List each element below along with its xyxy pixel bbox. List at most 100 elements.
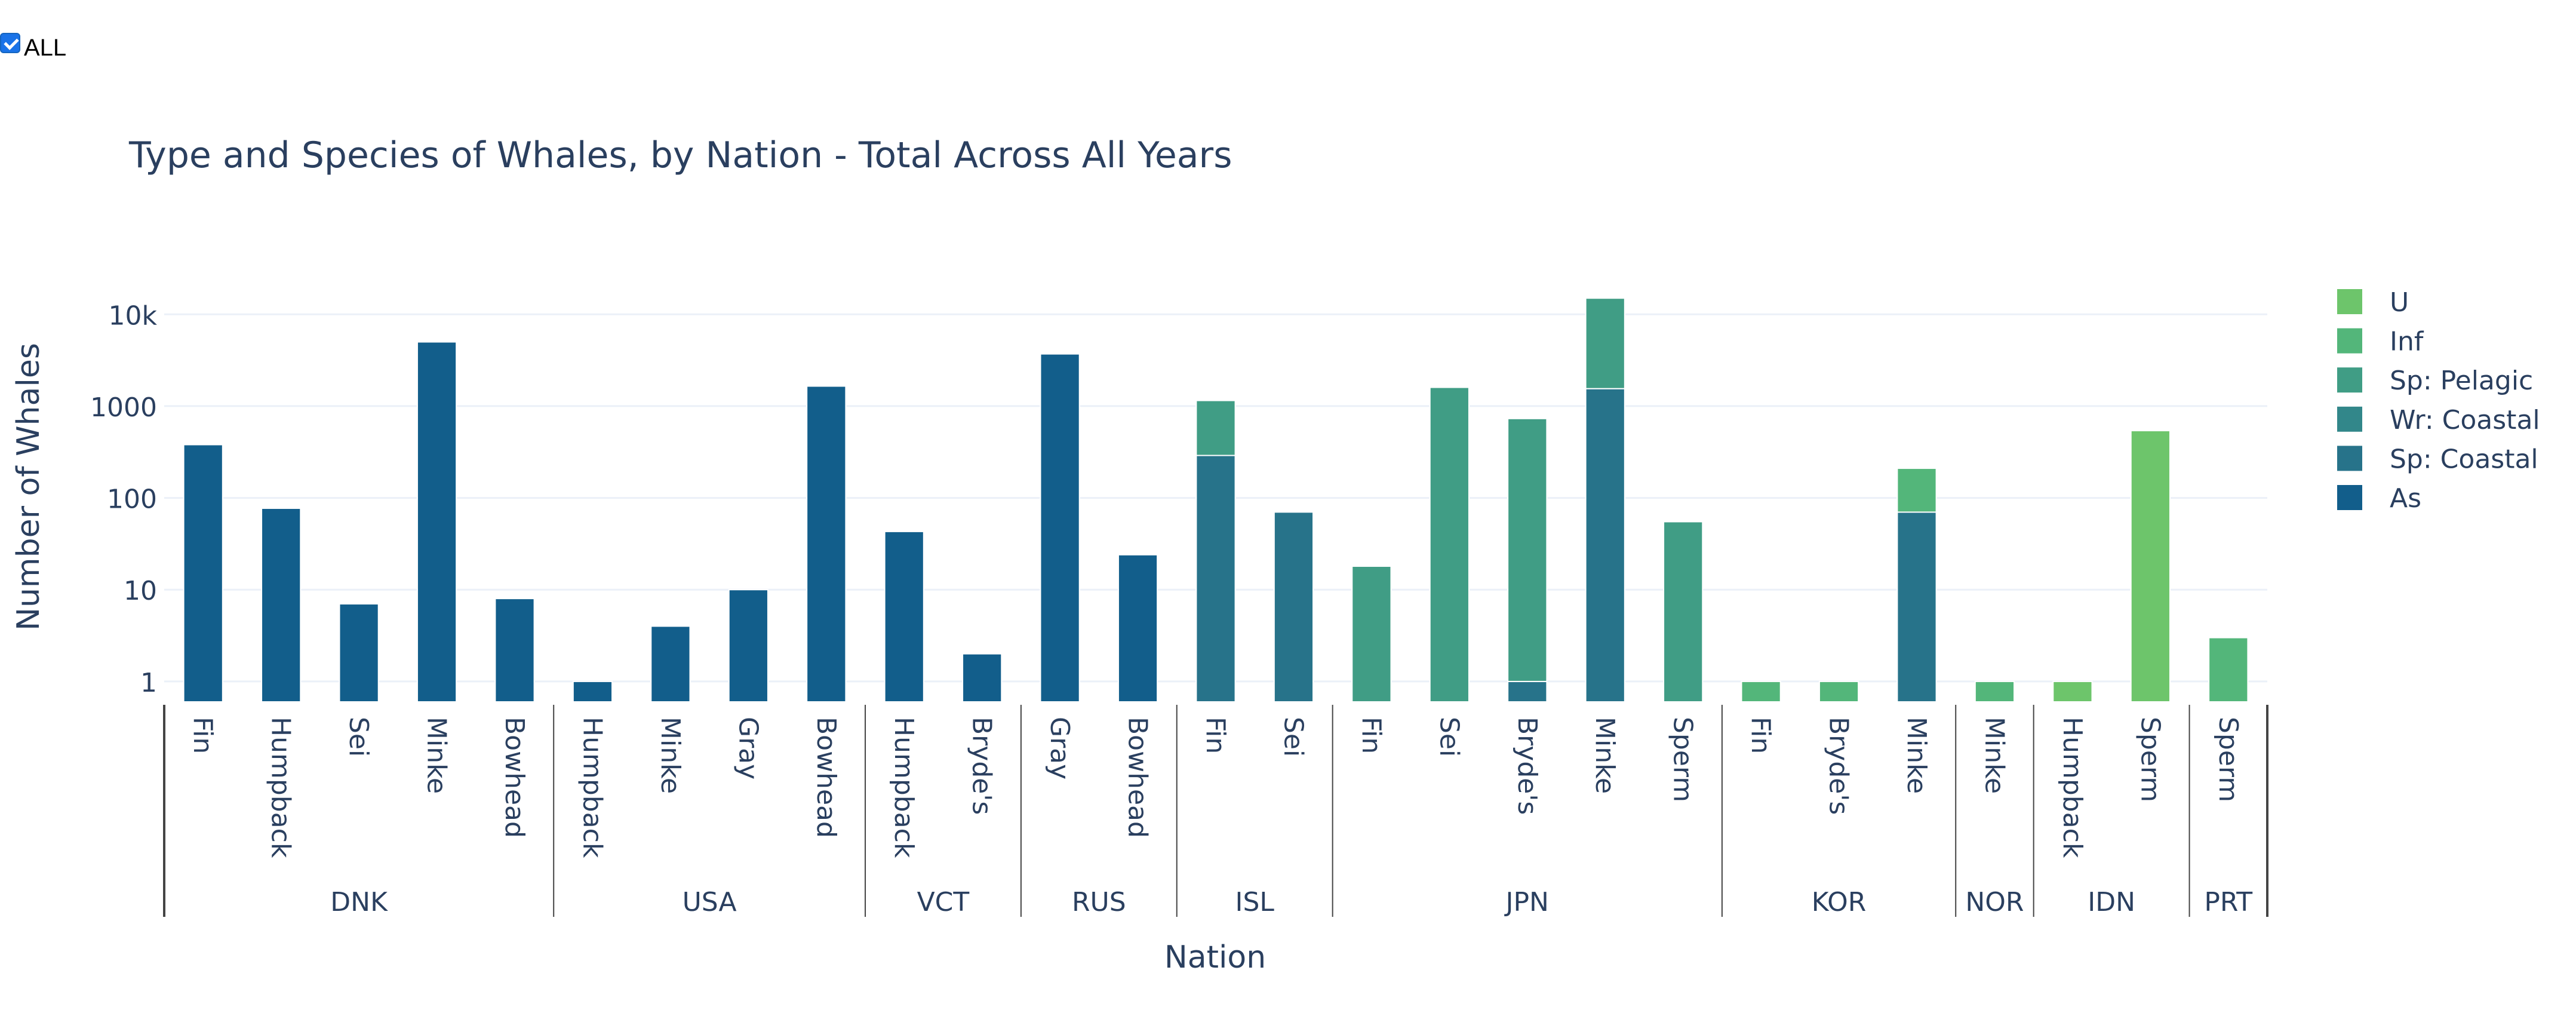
- y-axis: 1 10 100 1000 10k: [90, 300, 158, 698]
- y-tick-label: 100: [107, 484, 157, 515]
- bar-nor-inf: [1974, 680, 2015, 703]
- group-label-prt: PRT: [2204, 887, 2252, 917]
- x-tick-label: Gray: [1044, 717, 1075, 779]
- x-tick-label: Fin: [1200, 717, 1231, 754]
- y-tick-label: 1000: [90, 392, 157, 423]
- legend-label: U: [2390, 287, 2409, 318]
- x-tick-label: Bowhead: [811, 717, 841, 838]
- bar-kor-sp-coastal: [1896, 511, 1937, 702]
- y-axis-title: Number of Whales: [11, 343, 47, 631]
- legend-swatch: [2337, 446, 2362, 471]
- x-tick-label: Minke: [1590, 717, 1620, 794]
- bar-kor-inf: [1818, 680, 1859, 703]
- x-tick-label: Gray: [733, 717, 763, 779]
- group-label-nor: NOR: [1965, 887, 2024, 917]
- bar-isl-sp-coastal: [1273, 511, 1314, 702]
- group-label-idn: IDN: [2088, 887, 2135, 917]
- bar-idn-u: [2052, 680, 2093, 703]
- bar-dnk-as: [416, 341, 457, 702]
- bar-isl-sp-coastal: [1195, 455, 1236, 703]
- y-tick-label: 1: [140, 668, 157, 698]
- group-label-rus: RUS: [1072, 887, 1126, 917]
- x-tick-label: Bowhead: [499, 717, 530, 838]
- x-tick-label: Sei: [1278, 717, 1308, 757]
- legend-item-sp-coastal[interactable]: Sp: Coastal: [2337, 444, 2538, 474]
- legend-swatch: [2337, 367, 2362, 393]
- legend-label: Sp: Pelagic: [2390, 366, 2533, 396]
- all-checkbox[interactable]: [0, 32, 20, 53]
- legend-label: Sp: Coastal: [2390, 444, 2538, 474]
- bar-jpn-sp-pelagic: [1507, 418, 1548, 682]
- group-label-jpn: JPN: [1504, 887, 1549, 917]
- legend-swatch: [2337, 485, 2362, 510]
- all-toggle[interactable]: ALL: [0, 24, 66, 62]
- legend-item-as[interactable]: As: [2337, 483, 2421, 514]
- x-tick-label: Fin: [1356, 717, 1387, 754]
- x-tick-label: Minke: [1979, 717, 2009, 794]
- x-tick-label: Humpback: [577, 717, 607, 858]
- chart-title: Type and Species of Whales, by Nation - …: [128, 134, 1232, 176]
- bar-kor-inf: [1741, 680, 1781, 703]
- group-label-usa: USA: [683, 887, 737, 917]
- legend-item-u[interactable]: U: [2337, 287, 2409, 318]
- legend-swatch: [2337, 406, 2362, 432]
- bar-usa-as: [728, 589, 769, 703]
- legend-item-wr-coastal[interactable]: Wr: Coastal: [2337, 405, 2540, 435]
- legend-swatch: [2337, 328, 2362, 354]
- group-label-kor: KOR: [1812, 887, 1867, 917]
- x-tick-label: Sei: [1434, 717, 1464, 757]
- y-tick-label: 10: [124, 576, 157, 606]
- x-tick-label: Sperm: [2135, 717, 2165, 802]
- x-tick-label: Humpback: [889, 717, 919, 858]
- bar-jpn-sp-pelagic: [1351, 566, 1392, 702]
- group-label-dnk: DNK: [330, 887, 388, 917]
- group-label-vct: VCT: [917, 887, 970, 917]
- x-tick-label: Sei: [343, 717, 374, 757]
- bar-jpn-sp-pelagic: [1663, 521, 1704, 703]
- x-tick-label: Sperm: [2213, 717, 2243, 802]
- legend-label: Wr: Coastal: [2390, 405, 2540, 435]
- y-tick-label: 10k: [109, 300, 158, 331]
- bar-dnk-as: [183, 444, 223, 703]
- x-tick-label: Bowhead: [1123, 717, 1153, 838]
- bar-dnk-as: [261, 508, 302, 702]
- x-tick-label: Fin: [187, 717, 218, 754]
- x-tick-label: Bryde's: [1824, 717, 1854, 815]
- x-tick-label: Minke: [655, 717, 686, 794]
- bar-vct-as: [884, 530, 924, 702]
- bar-jpn-sp-coastal: [1507, 680, 1548, 703]
- x-axis: Fin Humpback Sei Minke Bowhead Humpback Minke G…: [163, 705, 2268, 917]
- bars: [183, 297, 2249, 703]
- bar-jpn-sp-coastal: [1585, 388, 1625, 702]
- bar-kor-inf: [1896, 468, 1937, 513]
- bar-rus-as: [1040, 353, 1080, 702]
- x-tick-label: Minke: [422, 717, 452, 794]
- all-checkbox-label: ALL: [24, 35, 67, 61]
- bar-idn-u: [2130, 430, 2171, 702]
- x-tick-label: Sperm: [1668, 717, 1698, 802]
- bar-prt-inf: [2208, 637, 2249, 702]
- group-label-isl: ISL: [1235, 887, 1275, 917]
- legend-item-inf[interactable]: Inf: [2337, 327, 2424, 357]
- x-tick-label: Minke: [1901, 717, 1932, 794]
- x-tick-label: Bryde's: [967, 717, 997, 815]
- legend-label: As: [2390, 483, 2421, 514]
- x-tick-label: Humpback: [266, 717, 296, 858]
- bar-usa-as: [806, 385, 847, 702]
- bar-rus-as: [1117, 554, 1158, 702]
- legend[interactable]: U Inf Sp: Pelagic Wr: Coastal Sp: Coastal As: [2337, 287, 2540, 514]
- legend-item-sp-pelagic[interactable]: Sp: Pelagic: [2337, 366, 2533, 396]
- legend-swatch: [2337, 289, 2362, 314]
- bar-jpn-sp-pelagic: [1429, 386, 1470, 702]
- bar-dnk-as: [494, 598, 535, 702]
- bar-isl-sp-pelagic: [1195, 400, 1236, 456]
- bar-dnk-as: [339, 603, 379, 703]
- x-tick-label: Fin: [1745, 717, 1776, 754]
- bar-usa-as: [572, 680, 613, 703]
- x-axis-title: Nation: [1164, 940, 1266, 975]
- legend-label: Inf: [2390, 327, 2424, 357]
- bar-vct-as: [962, 653, 1003, 703]
- x-tick-label: Bryde's: [1512, 717, 1542, 815]
- x-tick-label: Humpback: [2057, 717, 2088, 858]
